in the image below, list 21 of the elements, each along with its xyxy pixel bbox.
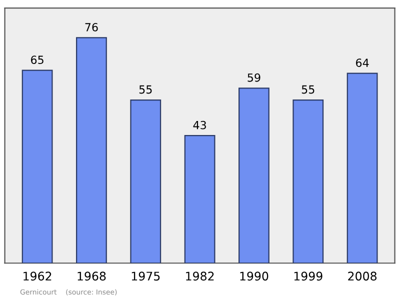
- data-label: 55: [139, 85, 152, 94]
- bar: [238, 88, 270, 264]
- x-tick-label: 1990: [240, 272, 268, 281]
- x-tick-label: 1962: [24, 272, 52, 281]
- bar: [130, 99, 162, 264]
- bar: [184, 135, 216, 264]
- x-tick-label: 1999: [294, 272, 322, 281]
- data-label: 76: [85, 23, 98, 32]
- x-tick-label: 1975: [132, 272, 160, 281]
- data-label: 59: [248, 73, 260, 82]
- data-label: 55: [302, 85, 314, 94]
- x-tick-label: 1982: [186, 272, 214, 281]
- x-tick-label: 2008: [348, 272, 377, 281]
- data-label: 65: [31, 56, 44, 64]
- x-tick-label: 1968: [78, 272, 106, 281]
- bar: [22, 70, 53, 264]
- bar: [76, 37, 107, 264]
- data-label: 64: [356, 58, 369, 67]
- data-label: 43: [193, 120, 206, 130]
- bar: [346, 72, 378, 264]
- bar: [292, 99, 324, 264]
